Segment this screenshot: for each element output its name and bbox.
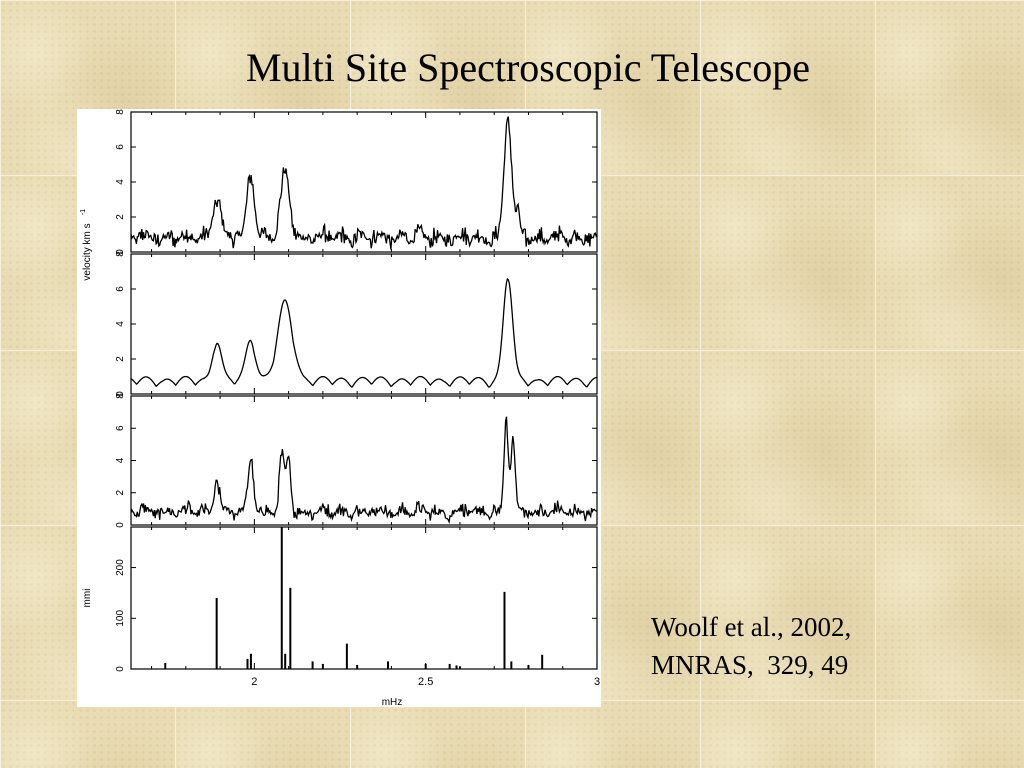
panel-3-ytick-label: 6	[115, 425, 126, 431]
x-axis-label: mHz	[382, 697, 403, 707]
slide-title: Multi Site Spectroscopic Telescope	[245, 45, 811, 90]
y-axis-label: mmi	[82, 589, 93, 608]
y-axis-label: velocity km s	[82, 223, 93, 280]
spectrum-figure: 0 2 4 6 8 0 2 4 6 8 velocity km s -1 0 2 4 6 8 0 100 200 2 2.…	[77, 109, 601, 707]
citation-journal: MNRAS, 329, 49	[651, 650, 849, 680]
x-tick-label: 2.5	[418, 676, 433, 688]
panel-2-ytick-label: 4	[115, 321, 126, 327]
panel-2-ytick-label: 6	[115, 286, 126, 292]
panel-3-ytick-label: 0	[115, 522, 126, 528]
x-tick-label: 3	[594, 676, 600, 688]
citation: Woolf et al., 2002, MNRAS, 329, 49	[651, 608, 991, 684]
panel-1-ytick-label: 8	[115, 109, 126, 115]
panel-1-ytick-label: 4	[115, 179, 126, 185]
panel-1-frame	[130, 111, 598, 253]
panel-2-ytick-label: 0	[115, 391, 126, 397]
panel-3-series-line	[130, 416, 598, 525]
panel-4-ytick-label: 0	[115, 666, 126, 672]
panel-3-ytick-label: 8	[115, 393, 126, 399]
y-axis-label-superscript: -1	[80, 209, 87, 215]
panel-2-frame	[130, 253, 598, 395]
panel-4-ytick-label: 100	[115, 610, 126, 627]
panel-1-ytick-label: 2	[115, 214, 126, 220]
panel-2-series-line	[130, 277, 598, 388]
panel-1-series-line	[130, 116, 598, 250]
panel-4-frame	[130, 526, 598, 670]
panel-3-ytick-label: 4	[115, 457, 126, 463]
x-tick-label: 2	[251, 676, 257, 688]
panel-2-ytick-label: 8	[115, 251, 126, 257]
panel-1-ytick-label: 0	[115, 249, 126, 255]
panel-4-ytick-label: 200	[115, 559, 126, 576]
citation-authors: Woolf et al., 2002,	[651, 612, 852, 642]
panel-2-ytick-label: 2	[115, 356, 126, 362]
panel-3-ytick-label: 2	[115, 490, 126, 496]
panel-1-ytick-label: 6	[115, 144, 126, 150]
